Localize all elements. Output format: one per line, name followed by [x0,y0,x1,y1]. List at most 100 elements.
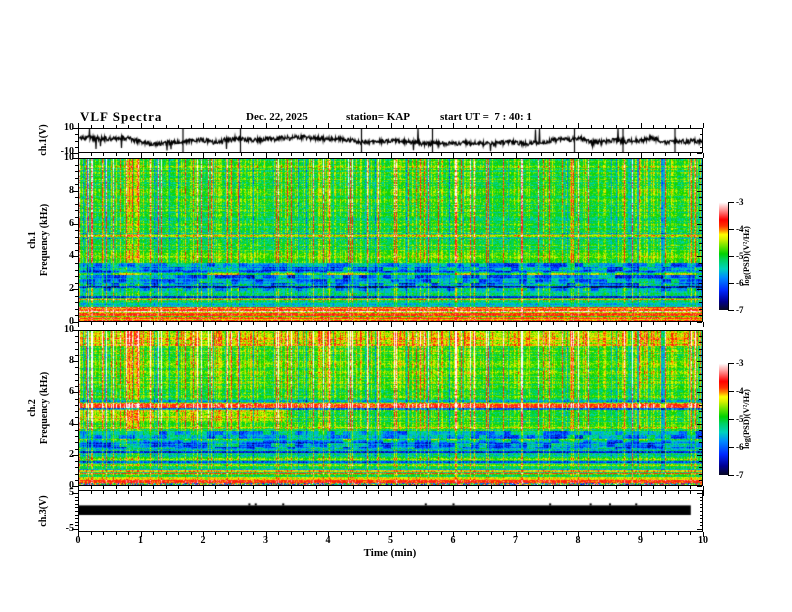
x-tick [627,153,629,156]
y-tick [75,262,78,264]
x-tick [140,123,142,128]
y-tick [700,496,702,498]
x-tick [214,486,216,489]
x-tick [527,322,529,325]
x-tick [202,486,204,491]
x-tick [202,153,204,158]
x-tick [140,486,142,491]
y-tick [75,404,78,406]
x-tick [677,486,679,489]
y-tick [699,295,702,297]
colorbar-tick-label: -7 [736,305,744,315]
y-tick [699,269,702,271]
x-tick [165,486,167,489]
x-tick [115,491,117,494]
x-tick [452,153,454,158]
x-tick [214,125,216,128]
x-tick [452,123,454,128]
x-tick [590,153,592,156]
x-tick [190,486,192,489]
x-tick [90,486,92,489]
colorbar-tick-label: -5 [736,414,744,424]
y-tick [697,223,702,225]
x-tick [702,123,704,128]
x-tick [340,153,342,156]
x-tick [490,532,492,535]
x-tick [452,322,454,327]
x-tick [290,153,292,156]
colorbar-tick [728,255,734,257]
x-tick [702,486,704,491]
x-tick [77,532,79,537]
y-tick [700,146,702,148]
x-tick [177,125,179,128]
colorbar-tick [728,201,734,203]
y-tick [72,391,78,393]
x-tick [315,532,317,535]
x-tick [540,322,542,325]
ch3-canvas [79,491,702,531]
colorbar-tick-label: -4 [736,386,744,396]
x-tick [265,491,267,496]
x-tick [502,491,504,494]
x-tick [165,153,167,156]
x-tick [115,532,117,535]
x-tick [540,491,542,494]
y-tick [699,242,702,244]
x-tick [302,153,304,156]
y-tick [72,190,78,192]
x-tick [415,153,417,156]
x-tick [664,486,666,489]
y-tick [75,196,78,198]
x-tick [202,322,204,327]
ch2-spec-ylabel: ch.2 Frequency (kHz) [27,323,51,493]
x-tick [415,322,417,325]
y-tick [75,510,78,512]
x-tick [190,153,192,156]
x-tick [627,125,629,128]
y-tick [697,423,702,425]
x-tick [227,491,229,494]
x-tick [352,322,354,325]
x-tick [652,486,654,489]
x-tick [127,153,129,156]
x-tick [427,486,429,489]
x-tick [664,153,666,156]
x-tick [465,322,467,325]
x-tick [552,532,554,535]
x-tick [127,125,129,128]
y-tick [72,152,78,154]
x-tick [214,153,216,156]
x-tick [664,491,666,494]
y-tick [75,348,78,350]
x-tick [440,125,442,128]
x-tick [102,125,104,128]
x-tick [115,322,117,325]
y-tick [699,229,702,231]
spec2-y-tick-label: 6 [69,386,74,398]
x-tick [615,322,617,325]
y-tick [75,521,78,523]
y-tick [699,460,702,462]
x-tick [602,486,604,489]
y-tick [72,223,78,225]
x-tick [652,153,654,156]
x-tick [527,486,529,489]
spec1-y-tick-label: 6 [69,217,74,229]
x-tick [552,125,554,128]
y-tick [72,485,78,487]
x-tick [340,532,342,535]
wave-y-tick-label: -10 [60,146,74,157]
y-tick [72,288,78,290]
x-tick [252,532,254,535]
x-tick [677,491,679,494]
x-tick [590,491,592,494]
y-tick [72,157,78,159]
x-tick [315,322,317,325]
y-tick [75,499,78,501]
x-tick [365,322,367,325]
y-tick [699,466,702,468]
x-tick [365,532,367,535]
y-tick [699,366,702,368]
colorbar-tick [728,282,734,284]
